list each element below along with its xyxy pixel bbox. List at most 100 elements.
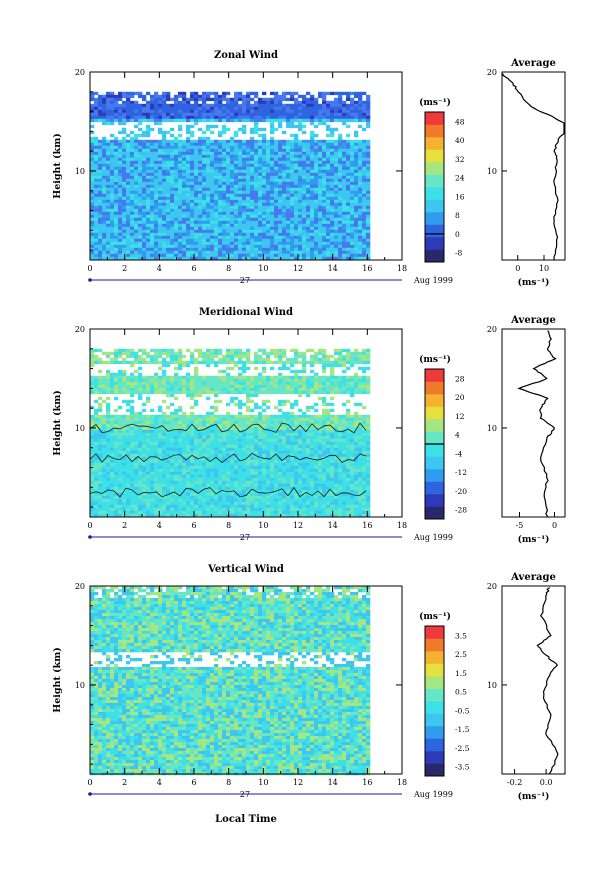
heatmap-cell — [294, 229, 299, 234]
heatmap-cell — [130, 136, 135, 141]
heatmap-cell — [334, 211, 339, 216]
heatmap-cell — [174, 172, 179, 177]
heatmap-cell — [194, 357, 199, 362]
heatmap-cell — [190, 91, 195, 96]
heatmap-cell — [154, 351, 159, 356]
heatmap-cell — [270, 112, 275, 117]
heatmap-cell — [154, 220, 159, 225]
heatmap-cell — [310, 211, 315, 216]
heatmap-cell — [358, 187, 363, 192]
heatmap-cell — [346, 357, 351, 362]
heatmap-cell — [310, 384, 315, 389]
heatmap-cell — [98, 429, 103, 434]
heatmap-cell — [242, 214, 247, 219]
heatmap-cell — [122, 256, 127, 261]
heatmap-cell — [210, 238, 215, 243]
heatmap-cell — [262, 142, 267, 147]
heatmap-cell — [334, 163, 339, 168]
heatmap-cell — [262, 390, 267, 395]
heatmap-cell — [194, 121, 199, 126]
heatmap-cell — [222, 187, 227, 192]
heatmap-cell — [170, 112, 175, 117]
heatmap-cell — [202, 384, 207, 389]
heatmap-cell — [354, 226, 359, 231]
heatmap-cell — [222, 106, 227, 111]
heatmap-cell — [222, 211, 227, 216]
heatmap-cell — [318, 145, 323, 150]
heatmap-cell — [186, 363, 191, 368]
heatmap-cell — [298, 414, 303, 419]
heatmap-cell — [238, 402, 243, 407]
heatmap-cell — [178, 190, 183, 195]
heatmap-cell — [90, 351, 95, 356]
heatmap-cell — [222, 154, 227, 159]
heatmap-cell — [238, 211, 243, 216]
heatmap-cell — [110, 214, 115, 219]
heatmap-cell — [298, 256, 303, 261]
heatmap-cell — [346, 172, 351, 177]
heatmap-cell — [238, 241, 243, 246]
heatmap-cell — [286, 139, 291, 144]
heatmap-cell — [226, 163, 231, 168]
heatmap-cell — [278, 181, 283, 186]
heatmap-cell — [126, 118, 131, 123]
heatmap-cell — [234, 384, 239, 389]
heatmap-cell — [278, 112, 283, 117]
heatmap-cell — [114, 229, 119, 234]
heatmap-cell — [310, 172, 315, 177]
heatmap-cell — [262, 154, 267, 159]
heatmap-cell — [258, 211, 263, 216]
heatmap-cell — [90, 145, 95, 150]
heatmap-cell — [214, 154, 219, 159]
heatmap-cell — [246, 208, 251, 213]
heatmap-cell — [354, 414, 359, 419]
heatmap-cell — [162, 217, 167, 222]
heatmap-cell — [138, 178, 143, 183]
heatmap-cell — [362, 390, 367, 395]
heatmap-cell — [366, 357, 371, 362]
heatmap-cell — [262, 109, 267, 114]
heatmap-cell — [282, 166, 287, 171]
heatmap-cell — [290, 199, 295, 204]
heatmap-cell — [190, 166, 195, 171]
heatmap-cell — [322, 351, 327, 356]
heatmap-cell — [362, 369, 367, 374]
heatmap-cell — [262, 381, 267, 386]
heatmap-cell — [322, 100, 327, 105]
heatmap-cell — [298, 103, 303, 108]
heatmap-cell — [366, 348, 371, 353]
heatmap-cell — [162, 208, 167, 213]
heatmap-cell — [206, 175, 211, 180]
heatmap-cell — [190, 160, 195, 165]
heatmap-cell — [174, 106, 179, 111]
heatmap-cell — [306, 202, 311, 207]
heatmap-cell — [330, 220, 335, 225]
heatmap-cell — [178, 106, 183, 111]
heatmap-cell — [334, 160, 339, 165]
heatmap-cell — [134, 244, 139, 249]
heatmap-cell — [110, 378, 115, 383]
heatmap-cell — [242, 208, 247, 213]
heatmap-cell — [242, 253, 247, 258]
heatmap-cell — [330, 241, 335, 246]
heatmap-cell — [366, 193, 371, 198]
heatmap-cell — [346, 139, 351, 144]
heatmap-cell — [106, 420, 111, 425]
heatmap-cell — [206, 429, 211, 434]
heatmap-cell — [354, 223, 359, 228]
heatmap-cell — [166, 426, 171, 431]
heatmap-cell — [350, 229, 355, 234]
heatmap-cell — [138, 196, 143, 201]
heatmap-cell — [102, 193, 107, 198]
heatmap-cell — [190, 157, 195, 162]
heatmap-cell — [142, 115, 147, 120]
heatmap-cell — [338, 133, 343, 138]
heatmap-cell — [174, 175, 179, 180]
heatmap-cell — [330, 208, 335, 213]
heatmap-cell — [278, 154, 283, 159]
heatmap-cell — [334, 127, 339, 132]
heatmap-cell — [214, 417, 219, 422]
heatmap-cell — [178, 133, 183, 138]
heatmap-cell — [274, 390, 279, 395]
heatmap-cell — [222, 169, 227, 174]
